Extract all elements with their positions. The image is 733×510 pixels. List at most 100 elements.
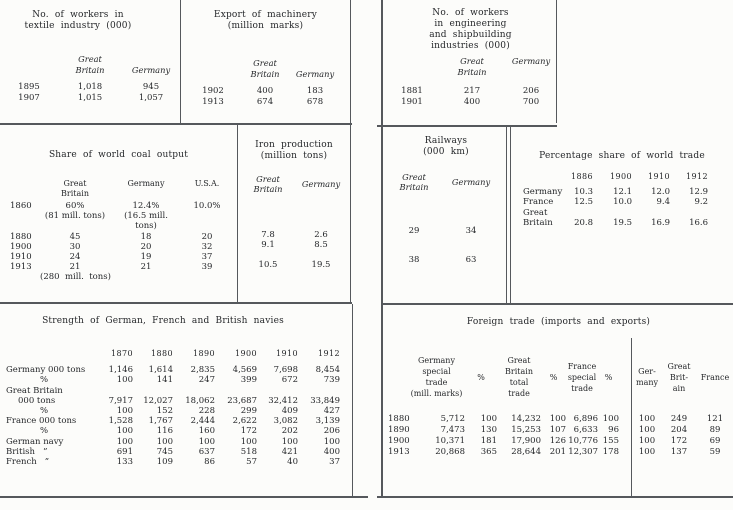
table-cell: Germany 000 tons [6,365,86,376]
table-cell: 100 [638,447,656,457]
table-cell: Germany [523,186,563,197]
table-cell: 28,644 [511,447,541,457]
table-cell: Great Britain [399,172,429,192]
table-cell: 518 [240,446,257,457]
table-cell: 1912 [318,349,340,358]
table-cell: Great Britain [61,179,89,198]
table-cell: 107 [549,425,566,435]
table-cell: Germany [131,65,171,75]
table-cell: 1880 [388,414,410,424]
table-row: 000 tons 7,917 12,027 18,062 23,687 32,412 33,… [0,396,352,406]
table-cell: 249 [670,414,688,424]
table-body: Great Britain Germany 1902 400 183 1913 674 678 [181,58,350,108]
table-cell: 19.5 [613,218,632,228]
table-cell: 1890 [388,425,410,435]
table-cell: 299 [240,406,257,417]
table-cell: 4,569 [232,365,257,376]
table-rule [352,304,353,497]
table-header-row: Great Britain Germany [181,58,350,80]
table-cell: 1,015 [77,93,103,103]
table-cell: 100 [549,414,566,424]
table-cell [173,386,215,396]
table-cell: 12.1 [613,186,632,197]
table-cell: 10.0 [613,197,632,207]
table-cell: 34 [465,226,477,236]
table-cell: 152 [156,406,173,417]
table-row: 38 63 [385,255,507,265]
table-row: tons) [0,221,237,231]
table-cell: 3,082 [273,416,298,427]
table-cell: 228 [198,406,215,417]
table-cell: 38 [408,255,420,266]
table-body: 1870 1880 1890 1900 1910 1912 Germany 000 tons… [0,349,352,467]
table-cell: 1886 [571,172,593,181]
table-cell: 109 [156,457,173,468]
table-cell: 100 [116,436,133,447]
table-cell: 10,371 [435,436,465,446]
table-cell: % [477,372,485,382]
table-header-row: Great Britain Germany [385,56,556,78]
table-cell: 21 [69,262,81,273]
table-cell [6,349,104,359]
table-cell: 2.6 [314,230,328,240]
table-cell: 100 [116,375,133,386]
table-cell: 1880 [151,349,173,358]
table-cell: 160 [198,426,215,437]
table-cell: 100 [323,436,340,447]
table-cell: 1913 [10,262,32,273]
table-cell: 178 [602,447,619,457]
table-cell: 172 [670,436,688,446]
table-cell: Great Britain total trade [505,356,533,398]
table-row: 1860 60% 12.4% 10.0% [0,201,237,211]
table-cell: 86 [204,457,215,468]
table-title: No. of workers in engineering and shipbu… [429,8,512,51]
navies-strength-table: Strength of German, French and British n… [0,304,352,497]
coal-output-table: Share of world coal output Great Britain… [0,124,237,303]
table-row: 29 34 [385,226,507,236]
table-row: % 100 152 228 299 409 427 [0,406,352,416]
table-cell: 409 [281,406,298,417]
table-cell: 183 [306,86,324,96]
textile-workers-table: No. of workers in textile industry (000)… [0,0,180,123]
table-body: Great Britain Germany U.S.A. 1860 60% 12.4% 10… [0,179,237,283]
table-cell: Great Britain [250,58,280,79]
table-cell [257,386,298,396]
table-cell: 12,307 [568,447,598,457]
table-cell: 181 [480,436,497,446]
table-cell: 6,633 [573,425,598,435]
table-cell: (81 mill. tons) [44,211,106,222]
table-cell [619,436,633,447]
table-header-row: Germany special trade (mill. marks)% Grea… [384,354,733,400]
table-cell [182,211,232,221]
table-cell: 1901 [401,97,423,107]
table-cell: 100 [281,436,298,447]
table-header-row: Great Britain Germany [385,172,507,192]
table-row: 1880 45 18 20 [0,232,237,242]
table-cell: France [700,372,730,382]
table-cell: 427 [323,406,340,417]
table-cell: 10.5 [258,260,278,271]
table-cell: 247 [198,375,215,386]
table-body: Great Britain Germany 1895 1,018 945 1907 1,01… [0,54,180,104]
machinery-export-table: Export of machinery (million marks) Grea… [181,0,350,123]
table-rule [237,123,238,303]
table-cell: Germany [301,179,341,189]
table-cell: 172 [240,426,257,437]
table-cell: 23,687 [227,395,257,406]
table-cell: Germany special trade (mill. marks) [410,356,463,398]
table-cell: 16.6 [689,218,708,228]
table-cell: 1913 [202,97,224,107]
table-cell: 9.1 [261,240,275,251]
table-cell: 400 [323,446,340,457]
table-row: Great [511,208,733,219]
table-cell: 100 [240,436,257,447]
table-row: France 000 tons 1,528 1,767 2,444 2,622 3,082… [0,416,352,426]
table-row: Britain 20.8 19.5 16.9 16.6 [511,218,733,229]
table-cell: 32,412 [268,395,298,406]
table-cell: 1870 [111,349,133,358]
table-header-row: Great Britain Germany U.S.A. [0,179,237,199]
table-cell: 2,835 [190,365,215,376]
table-cell: 20 [140,241,152,252]
foreign-trade-table: Foreign trade (imports and exports) Germ… [384,304,733,497]
table-cell: 10.0% [193,201,221,211]
